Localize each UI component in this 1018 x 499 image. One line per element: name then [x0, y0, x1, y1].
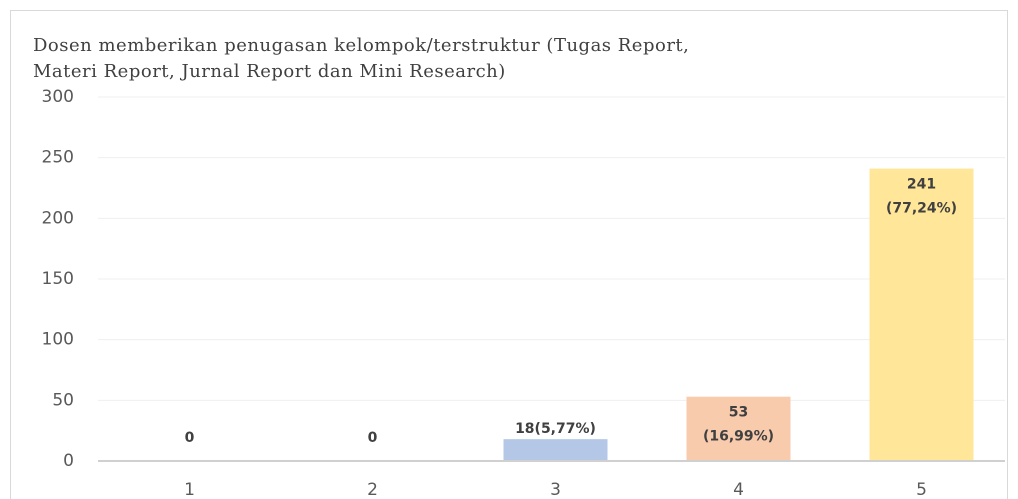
y-tick-label: 150 [42, 269, 74, 289]
y-tick-label: 100 [42, 330, 74, 350]
data-label: 0 [368, 430, 378, 446]
chart-frame [10, 10, 1008, 499]
data-label: 53 [729, 405, 748, 421]
y-tick-label: 300 [42, 87, 74, 107]
bar [869, 168, 974, 461]
data-label: 0 [185, 430, 195, 446]
bar [686, 396, 791, 461]
data-label: 18(5,77%) [515, 421, 596, 437]
x-tick-label: 5 [916, 480, 927, 499]
data-label: (16,99%) [703, 429, 774, 445]
x-tick-label: 2 [367, 480, 378, 499]
y-tick-label: 200 [42, 208, 74, 228]
chart-title: Dosen memberikan penugasan kelompok/ters… [33, 35, 689, 56]
y-tick-label: 250 [42, 148, 74, 168]
data-label: (77,24%) [886, 201, 957, 217]
bar [503, 439, 608, 461]
x-tick-label: 4 [733, 480, 744, 499]
chart-title: Materi Report, Jurnal Report dan Mini Re… [33, 61, 506, 82]
x-tick-label: 3 [550, 480, 561, 499]
y-tick-label: 50 [52, 390, 74, 410]
y-tick-label: 0 [63, 451, 74, 471]
data-label: 241 [907, 177, 936, 193]
x-tick-label: 1 [184, 480, 195, 499]
